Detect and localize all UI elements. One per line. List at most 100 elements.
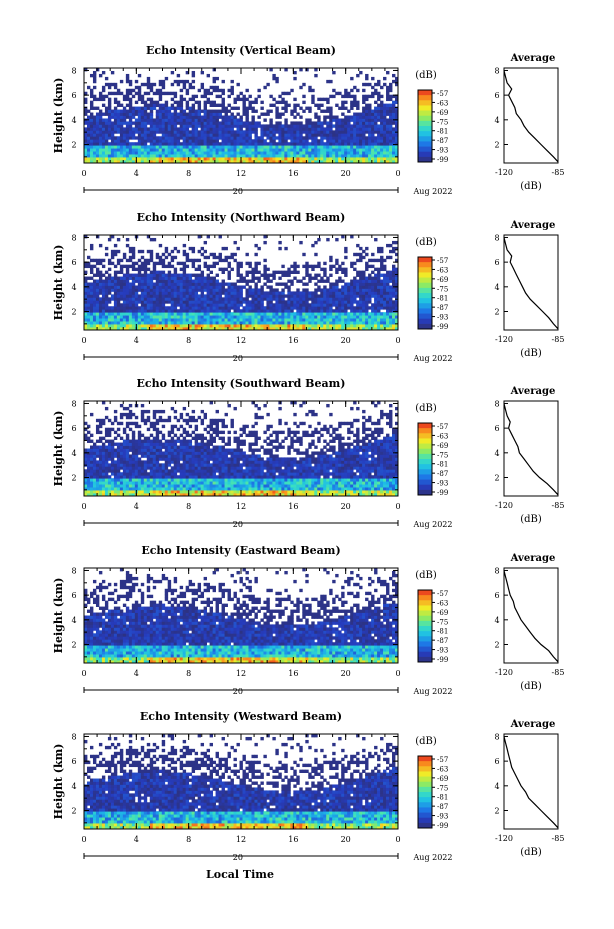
colorbar-tick-label: -81 <box>437 128 448 136</box>
colorbar-frame <box>417 89 433 163</box>
x-tick-label: 0 <box>395 669 400 678</box>
colorbar-segment <box>418 776 432 783</box>
profile-y-tick-label: 4 <box>494 782 499 791</box>
y-axis-title: Height (km) <box>52 411 65 487</box>
colorbar-segment <box>418 469 432 475</box>
colorbar-segment <box>418 141 432 147</box>
colorbar-tick-label: -75 <box>437 285 448 293</box>
panel-title: Echo Intensity (Westward Beam) <box>140 710 342 723</box>
colorbar-segment <box>418 781 432 788</box>
profile-title: Average <box>510 53 556 64</box>
colorbar-tick-label: -99 <box>437 489 448 497</box>
colorbar-segment <box>418 438 432 444</box>
y-tick-label: 2 <box>71 640 76 649</box>
colorbar-segment <box>418 474 432 480</box>
profile-line <box>503 736 559 829</box>
colorbar-tick-label: -99 <box>437 323 448 331</box>
colorbar-segment <box>418 151 432 158</box>
colorbar-tick-label: -57 <box>437 257 448 265</box>
colorbar-tick-label: -87 <box>437 637 448 645</box>
date-label: Aug 2022 <box>413 354 453 363</box>
colorbar-segment <box>418 610 432 617</box>
colorbar-tick-label: -63 <box>437 266 448 274</box>
x-tick-label: 8 <box>186 669 191 678</box>
colorbar-segment <box>418 807 432 813</box>
colorbar-tick-label: -87 <box>437 470 448 478</box>
y-tick-label: 4 <box>71 449 76 458</box>
profile-title: Average <box>510 220 556 231</box>
x-tick-label: 16 <box>288 502 298 511</box>
colorbar-segment <box>418 448 432 455</box>
profile-y-tick-label: 6 <box>494 424 499 433</box>
colorbar-segment <box>418 636 432 642</box>
colorbar-frame <box>417 256 433 330</box>
x-tick-label: 20 <box>341 669 351 678</box>
colorbar-tick-label: -99 <box>437 656 448 664</box>
x-tick-label: 4 <box>134 336 139 345</box>
y-tick-label: 8 <box>71 399 76 408</box>
profile-y-tick-label: 4 <box>494 116 499 125</box>
colorbar-segment <box>418 615 432 622</box>
y-tick-label: 6 <box>71 91 76 100</box>
colorbar-segment <box>418 298 432 304</box>
x-tick-label: 20 <box>341 169 351 178</box>
colorbar-tick-label: -93 <box>437 314 448 322</box>
profile-x-label: (dB) <box>520 181 542 192</box>
x-tick-label: 16 <box>288 336 298 345</box>
colorbar-segment <box>418 756 432 762</box>
y-tick-label: 8 <box>71 732 76 741</box>
colorbar-tick-label: -87 <box>437 137 448 145</box>
colorbar-unit: (dB) <box>415 570 437 581</box>
colorbar-tick-label: -93 <box>437 147 448 155</box>
colorbar-segment <box>418 433 432 439</box>
colorbar-tick-label: -99 <box>437 822 448 830</box>
profile-y-tick-label: 4 <box>494 616 499 625</box>
profile-line <box>503 237 559 330</box>
x-tick-label: 0 <box>81 669 86 678</box>
colorbar-segment <box>418 428 432 434</box>
colorbar-segment <box>418 761 432 767</box>
colorbar-tick-label: -75 <box>437 451 448 459</box>
profile-title: Average <box>510 719 556 730</box>
colorbar-segment <box>418 797 432 803</box>
profile-y-tick-label: 6 <box>494 757 499 766</box>
colorbar-segment <box>418 120 432 127</box>
colorbar-segment <box>418 626 432 632</box>
panel-title: Echo Intensity (Southward Beam) <box>137 377 346 390</box>
colorbar-tick-label: -69 <box>437 276 448 284</box>
x-tick-label: 20 <box>341 502 351 511</box>
colorbar-tick-label: -75 <box>437 784 448 792</box>
colorbar-segment <box>418 786 432 793</box>
panel-0: Echo Intensity (Vertical Beam) 2 4 6 8 Height… <box>52 44 564 196</box>
day-label: 20 <box>233 853 243 862</box>
profile-title: Average <box>510 386 556 397</box>
y-tick-label: 2 <box>71 307 76 316</box>
colorbar-segment <box>418 489 432 496</box>
date-label: Aug 2022 <box>413 520 453 529</box>
colorbar-segment <box>418 771 432 777</box>
x-tick-label: 8 <box>186 169 191 178</box>
y-tick-label: 6 <box>71 591 76 600</box>
colorbar-segment <box>418 267 432 273</box>
colorbar-tick-label: -93 <box>437 480 448 488</box>
x-tick-label: 20 <box>341 336 351 345</box>
colorbar-segment <box>418 484 432 491</box>
x-tick-label: 0 <box>81 336 86 345</box>
colorbar-tick-label: -57 <box>437 756 448 764</box>
colorbar-segment <box>418 590 432 596</box>
y-tick-label: 8 <box>71 66 76 75</box>
profile-y-tick-label: 8 <box>494 233 499 242</box>
x-axis-title: Local Time <box>206 868 274 881</box>
colorbar-unit: (dB) <box>415 237 437 248</box>
profile-y-tick-label: 6 <box>494 591 499 600</box>
colorbar-tick-label: -81 <box>437 628 448 636</box>
colorbar-tick-label: -63 <box>437 99 448 107</box>
colorbar-frame <box>417 589 433 663</box>
colorbar-segment <box>418 766 432 772</box>
colorbar-segment <box>418 313 432 320</box>
x-tick-label: 20 <box>341 835 351 844</box>
colorbar-segment <box>418 656 432 663</box>
x-tick-label: 16 <box>288 835 298 844</box>
colorbar-segment <box>418 115 432 122</box>
